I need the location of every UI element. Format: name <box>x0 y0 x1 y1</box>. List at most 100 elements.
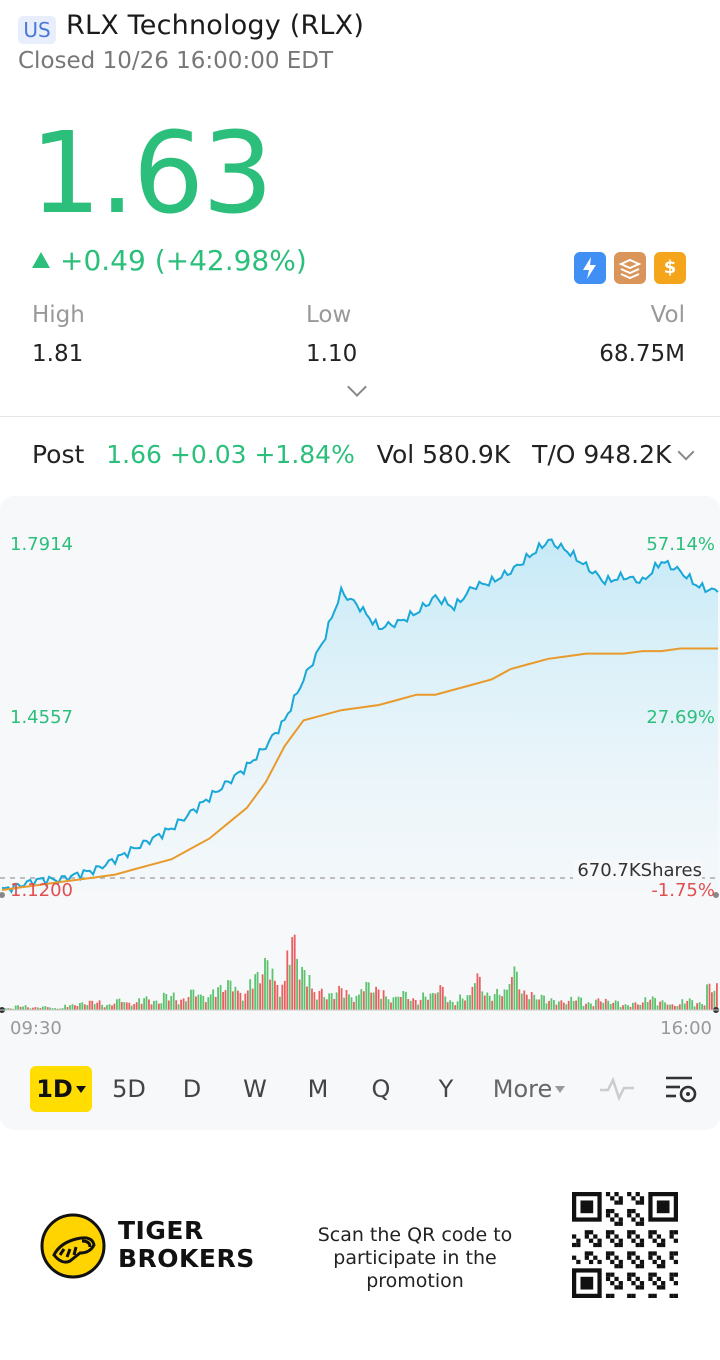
qr-module <box>605 1208 611 1214</box>
volume-bar <box>590 1003 592 1010</box>
period-w[interactable]: W <box>243 1075 267 1103</box>
qr-module <box>673 1281 678 1286</box>
period-y[interactable]: Y <box>438 1075 454 1103</box>
volume-bar <box>686 1000 689 1010</box>
volume-bar <box>103 1007 106 1010</box>
volume-bar <box>427 999 429 1010</box>
volume-bar <box>279 996 281 1010</box>
volume-bar <box>39 1008 42 1010</box>
volume-bar <box>530 992 533 1010</box>
volume-bar <box>106 1005 108 1010</box>
qr-module <box>614 1234 619 1239</box>
qr-module <box>631 1281 636 1286</box>
period-1d[interactable]: 1D <box>30 1066 92 1112</box>
volume-bar <box>703 1005 706 1010</box>
volume-bar <box>597 998 600 1010</box>
qr-finder <box>656 1200 670 1214</box>
volume-bar <box>562 1002 565 1010</box>
qr-module <box>635 1255 640 1260</box>
qr-module <box>605 1234 611 1239</box>
post-to-label: T/O <box>532 440 576 469</box>
dollar-icon[interactable]: $ <box>654 252 686 284</box>
qr-module <box>576 1259 581 1265</box>
qr-module <box>648 1251 653 1256</box>
qr-module <box>576 1238 581 1243</box>
period-5d[interactable]: 5D <box>112 1075 146 1103</box>
y-left-tick-bottom: 1.1200 <box>10 880 73 901</box>
volume-bar <box>207 997 210 1010</box>
qr-module <box>656 1234 662 1239</box>
volume-bar <box>185 1001 187 1010</box>
lightning-icon[interactable] <box>574 252 606 284</box>
qr-module <box>656 1285 662 1290</box>
qr-module <box>631 1238 636 1243</box>
volume-bar <box>706 984 708 1010</box>
volume-bar <box>570 996 573 1010</box>
volume-bar <box>582 1005 585 1010</box>
post-expand-chevron-icon[interactable] <box>677 443 695 461</box>
volume-bar <box>237 990 239 1010</box>
volume-bar <box>488 995 491 1010</box>
volume-bar <box>350 997 353 1010</box>
volume-bar <box>276 985 279 1010</box>
qr-module <box>631 1251 636 1256</box>
qr-module <box>669 1293 674 1298</box>
volume-bar <box>145 996 148 1010</box>
volume-bar <box>688 998 691 1010</box>
qr-module <box>605 1251 611 1256</box>
volume-bar <box>483 995 486 1010</box>
stack-icon[interactable] <box>614 252 646 284</box>
volume-bar <box>123 1002 126 1010</box>
vol-value: 68.75M <box>599 341 685 367</box>
volume-bar <box>525 994 528 1010</box>
low-value: 1.10 <box>306 341 358 367</box>
volume-bar <box>197 994 200 1010</box>
qr-module <box>656 1255 662 1260</box>
qr-module <box>631 1196 636 1201</box>
volume-bar <box>14 1005 17 1010</box>
qr-module <box>605 1276 611 1282</box>
qr-module <box>627 1276 632 1282</box>
qr-module <box>669 1255 674 1260</box>
volume-bar <box>656 1005 659 1010</box>
volume-bar <box>716 983 718 1010</box>
volume-bar <box>629 1006 632 1010</box>
price-change: +0.49 (+42.98%) <box>32 244 307 277</box>
qr-module <box>648 1230 653 1235</box>
volume-bar <box>627 1005 629 1010</box>
volume-bar <box>395 996 397 1010</box>
volume-bar <box>29 1008 32 1010</box>
qr-module <box>635 1213 640 1218</box>
volume-bar <box>200 994 202 1010</box>
market-badge: US <box>18 16 56 44</box>
post-price: 1.66 <box>106 440 162 469</box>
period-m[interactable]: M <box>307 1075 329 1103</box>
indicator-toggle-icon[interactable] <box>598 1074 636 1104</box>
price-line <box>1 538 719 894</box>
volume-bar <box>86 1005 89 1010</box>
volume-bar <box>180 999 182 1010</box>
volume-bar <box>535 999 538 1010</box>
volume-bar <box>158 1003 160 1010</box>
volume-bar <box>108 1004 111 1010</box>
qr-module <box>639 1242 645 1248</box>
volume-bar <box>553 1000 555 1010</box>
volume-bar <box>195 996 197 1010</box>
chart-settings-icon[interactable] <box>662 1072 698 1106</box>
intraday-chart[interactable] <box>0 496 720 1056</box>
volume-bar <box>609 1004 612 1010</box>
period-q[interactable]: Q <box>371 1075 391 1103</box>
qr-module <box>614 1242 619 1248</box>
volume-bar <box>288 964 291 1010</box>
volume-bar <box>118 998 121 1010</box>
volume-bar <box>111 1005 113 1010</box>
volume-bar <box>76 1006 79 1010</box>
volume-bar <box>264 957 266 1010</box>
qr-code-icon[interactable] <box>572 1192 678 1298</box>
volume-bar <box>362 991 365 1010</box>
period-d[interactable]: D <box>182 1075 202 1103</box>
period-more[interactable]: More <box>486 1066 572 1112</box>
expand-chevron-icon[interactable] <box>347 377 367 397</box>
volume-bar <box>234 986 237 1010</box>
volume-bar <box>439 985 442 1010</box>
